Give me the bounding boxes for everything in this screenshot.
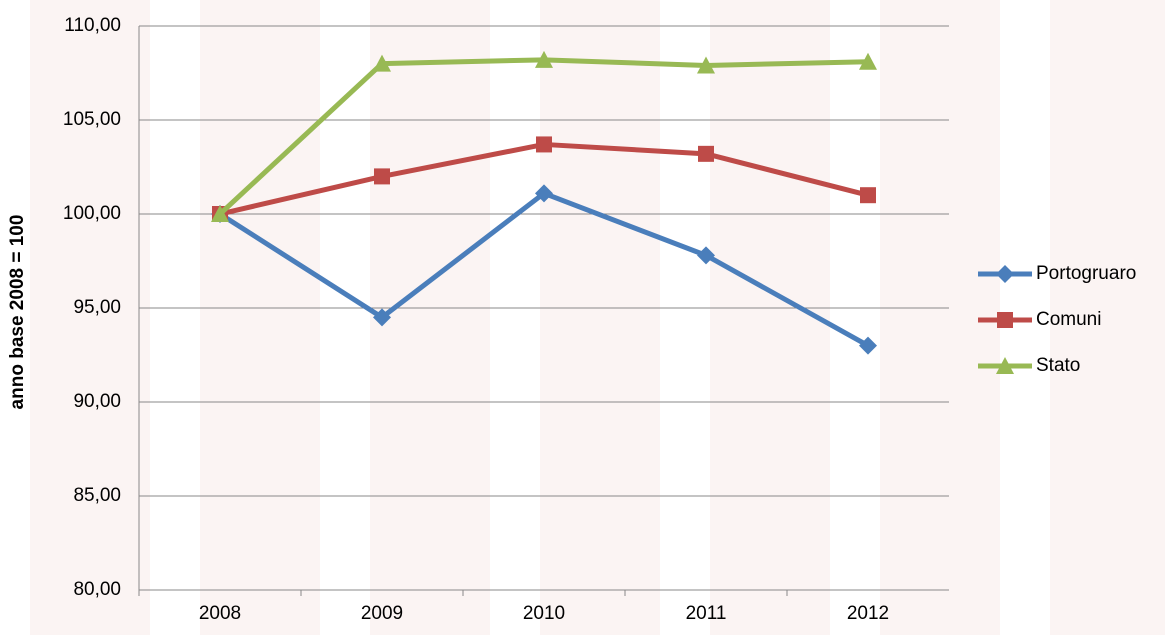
y-tick-label: 100,00	[63, 203, 121, 224]
x-tick-label: 2011	[686, 603, 727, 624]
series-line	[220, 193, 868, 345]
y-tick-label: 90,00	[73, 391, 121, 412]
legend-label: Stato	[1036, 355, 1080, 376]
marker	[536, 136, 552, 152]
x-tick-label: 2009	[361, 603, 403, 624]
marker	[374, 168, 390, 184]
y-axis-label: anno base 2008 = 100	[7, 215, 28, 410]
y-tick-label: 110,00	[64, 15, 121, 36]
y-tick-label: 105,00	[63, 109, 121, 130]
legend-label: Comuni	[1036, 309, 1101, 330]
marker	[860, 187, 876, 203]
series-line	[220, 144, 868, 214]
marker	[996, 265, 1014, 283]
marker	[698, 146, 714, 162]
y-tick-label: 95,00	[73, 297, 121, 318]
x-tick-label: 2012	[847, 603, 889, 624]
marker	[997, 312, 1013, 328]
y-tick-label: 85,00	[73, 485, 121, 506]
legend-label: Portogruaro	[1036, 263, 1136, 284]
chart: anno base 2008 = 100 80,00 85,00 90,00 95,0…	[0, 0, 1165, 635]
x-tick-label: 2010	[523, 603, 565, 624]
x-tick-label: 2008	[199, 603, 241, 624]
y-tick-label: 80,00	[73, 579, 121, 600]
